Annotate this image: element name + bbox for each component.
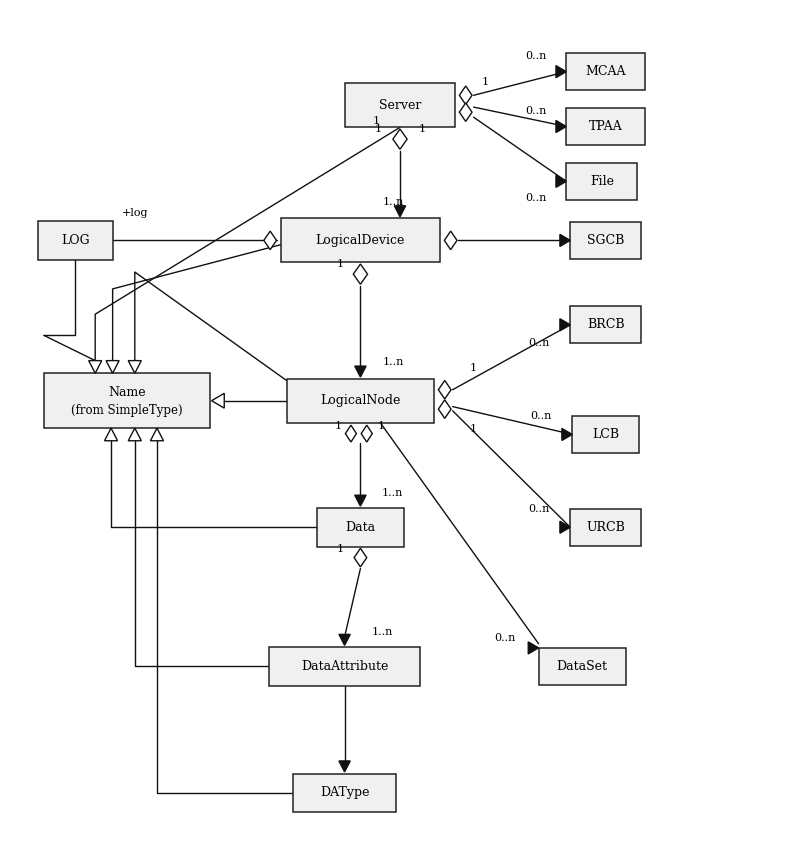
Text: 1: 1 — [334, 421, 342, 431]
Text: 1: 1 — [337, 259, 344, 269]
FancyBboxPatch shape — [566, 108, 646, 145]
Text: LOG: LOG — [61, 234, 90, 247]
Polygon shape — [459, 86, 472, 105]
Polygon shape — [560, 521, 570, 533]
Polygon shape — [339, 635, 350, 645]
Text: Server: Server — [379, 99, 421, 112]
Text: 1: 1 — [482, 77, 489, 87]
Text: 1..n: 1..n — [383, 357, 404, 367]
Text: LogicalDevice: LogicalDevice — [316, 234, 405, 247]
Text: DataAttribute: DataAttribute — [301, 660, 388, 673]
Polygon shape — [556, 120, 566, 133]
Polygon shape — [560, 319, 570, 331]
Polygon shape — [105, 428, 118, 440]
Text: DAType: DAType — [320, 786, 370, 799]
FancyBboxPatch shape — [566, 53, 646, 90]
Text: 1..n: 1..n — [372, 627, 394, 636]
Text: TPAA: TPAA — [589, 120, 622, 133]
FancyBboxPatch shape — [38, 221, 113, 260]
Text: 0..n: 0..n — [530, 411, 551, 421]
Text: 1: 1 — [418, 124, 426, 134]
Polygon shape — [211, 394, 224, 408]
Polygon shape — [394, 206, 406, 216]
Text: 0..n: 0..n — [528, 504, 550, 514]
Polygon shape — [354, 264, 367, 285]
FancyBboxPatch shape — [570, 306, 642, 343]
FancyBboxPatch shape — [345, 83, 455, 127]
Polygon shape — [528, 642, 538, 654]
Text: (from SimpleType): (from SimpleType) — [71, 405, 182, 417]
Text: 1..n: 1..n — [383, 197, 404, 206]
FancyBboxPatch shape — [44, 373, 210, 428]
Text: DataSet: DataSet — [557, 660, 607, 673]
Text: BRCB: BRCB — [587, 319, 625, 331]
Text: 0..n: 0..n — [526, 106, 547, 117]
Polygon shape — [339, 761, 350, 772]
Text: URCB: URCB — [586, 521, 626, 533]
Polygon shape — [362, 425, 372, 442]
Text: 1..n: 1..n — [382, 487, 402, 498]
Polygon shape — [438, 400, 451, 418]
FancyBboxPatch shape — [570, 222, 642, 259]
Text: LCB: LCB — [592, 428, 619, 441]
Polygon shape — [264, 231, 277, 250]
FancyBboxPatch shape — [270, 647, 420, 686]
Polygon shape — [346, 425, 357, 442]
Text: 1: 1 — [470, 424, 477, 435]
Polygon shape — [459, 103, 472, 122]
Polygon shape — [562, 429, 572, 440]
Polygon shape — [128, 360, 142, 373]
Text: 0..n: 0..n — [526, 193, 547, 204]
Text: MCAA: MCAA — [586, 65, 626, 78]
Polygon shape — [444, 231, 457, 250]
Text: 1: 1 — [337, 544, 344, 554]
Text: LogicalNode: LogicalNode — [320, 394, 401, 407]
Polygon shape — [89, 360, 102, 373]
Text: 0..n: 0..n — [526, 51, 547, 61]
Polygon shape — [393, 129, 407, 149]
Polygon shape — [556, 66, 566, 78]
FancyBboxPatch shape — [287, 379, 434, 423]
Polygon shape — [106, 360, 119, 373]
Text: File: File — [590, 175, 614, 187]
Text: +log: +log — [122, 208, 148, 217]
FancyBboxPatch shape — [566, 163, 638, 200]
Polygon shape — [438, 381, 451, 399]
Text: 1: 1 — [373, 116, 380, 125]
FancyBboxPatch shape — [293, 774, 396, 813]
FancyBboxPatch shape — [570, 509, 642, 546]
Text: 1: 1 — [374, 124, 382, 134]
Text: 0..n: 0..n — [494, 633, 516, 642]
Text: Data: Data — [346, 521, 375, 533]
Text: 0..n: 0..n — [528, 338, 550, 348]
Polygon shape — [354, 549, 366, 567]
FancyBboxPatch shape — [538, 648, 626, 685]
Text: Name: Name — [108, 386, 146, 399]
Polygon shape — [560, 234, 570, 246]
Polygon shape — [128, 428, 142, 440]
Polygon shape — [354, 495, 366, 506]
Polygon shape — [556, 176, 566, 187]
Text: 1: 1 — [378, 421, 385, 431]
Text: SGCB: SGCB — [587, 234, 625, 247]
FancyBboxPatch shape — [282, 218, 439, 262]
Polygon shape — [354, 366, 366, 377]
FancyBboxPatch shape — [317, 508, 404, 547]
Text: 1: 1 — [470, 363, 477, 373]
FancyBboxPatch shape — [572, 416, 639, 453]
Polygon shape — [150, 428, 163, 440]
